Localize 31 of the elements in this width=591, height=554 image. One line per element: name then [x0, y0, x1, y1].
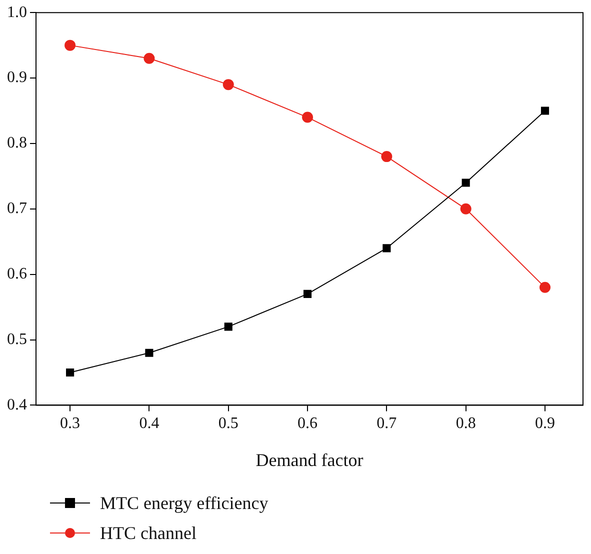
x-tick-label: 0.9	[535, 415, 556, 432]
point	[540, 282, 551, 293]
x-tick-label: 0.8	[456, 415, 476, 432]
point	[145, 348, 154, 357]
point	[224, 322, 232, 331]
point	[222, 79, 234, 90]
legend-label: MTC energy efficiency	[100, 492, 268, 514]
point	[382, 244, 391, 252]
point	[66, 368, 74, 377]
point	[302, 112, 314, 123]
x-axis-title: Demand factor	[256, 450, 364, 470]
point	[381, 151, 392, 162]
y-tick-label: 0.5	[7, 330, 27, 348]
point	[144, 52, 155, 64]
x-tick-label: 0.3	[60, 415, 80, 432]
point	[540, 106, 550, 115]
y-tick-label: 0.7	[7, 200, 27, 218]
y-tick-label: 0.6	[7, 266, 27, 283]
point	[303, 290, 312, 298]
y-tick-label: 1.0	[7, 4, 27, 21]
x-tick-label: 0.6	[298, 415, 318, 432]
point	[64, 40, 76, 51]
x-tick-label: 0.5	[218, 415, 238, 432]
point	[460, 203, 472, 214]
x-tick-label: 0.4	[139, 415, 160, 432]
y-tick-label: 0.9	[7, 69, 27, 86]
legend-label: HTC channel	[100, 522, 196, 544]
point	[462, 178, 470, 187]
x-tick-label: 0.7	[376, 415, 397, 432]
y-tick-label: 0.4	[7, 396, 27, 414]
y-tick-label: 0.8	[7, 134, 27, 152]
